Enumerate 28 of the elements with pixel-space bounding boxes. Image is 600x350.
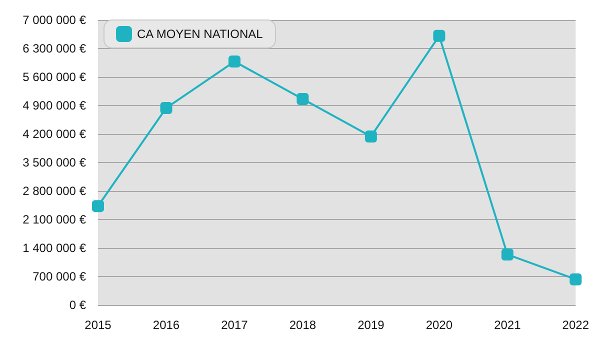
- x-tick-label: 2016: [152, 318, 180, 332]
- y-tick-label: 1 400 000 €: [22, 241, 86, 255]
- y-tick-label: 2 100 000 €: [22, 212, 86, 226]
- y-tick-label: 2 800 000 €: [22, 184, 86, 198]
- point: [501, 248, 514, 261]
- y-tick-label: 700 000 €: [32, 270, 86, 284]
- x-tick-label: 2019: [358, 318, 385, 332]
- x-tick-label: 2022: [562, 318, 590, 332]
- legend-label: CA MOYEN NATIONAL: [137, 27, 264, 41]
- x-tick-label: 2018: [289, 318, 316, 332]
- point: [228, 56, 240, 68]
- x-tick-label: 2020: [426, 318, 453, 332]
- y-tick-label: 4 900 000 €: [22, 98, 86, 112]
- y-tick-label: 5 600 000 €: [22, 70, 86, 84]
- y-tick-label: 0 €: [69, 298, 86, 312]
- y-tick-label: 6 300 000 €: [22, 42, 86, 56]
- y-tick-label: 4 200 000 €: [22, 127, 86, 141]
- y-tick-label: 7 000 000 €: [22, 13, 86, 27]
- point: [570, 273, 582, 286]
- x-tick-label: 2015: [84, 318, 112, 332]
- x-tick-label: 2021: [494, 318, 522, 332]
- point: [92, 200, 104, 212]
- point: [433, 30, 446, 42]
- x-tick-label: 2017: [221, 318, 248, 332]
- point: [160, 102, 172, 114]
- point: [364, 130, 377, 142]
- point: [296, 92, 309, 105]
- y-tick-label: 3 500 000 €: [22, 156, 86, 170]
